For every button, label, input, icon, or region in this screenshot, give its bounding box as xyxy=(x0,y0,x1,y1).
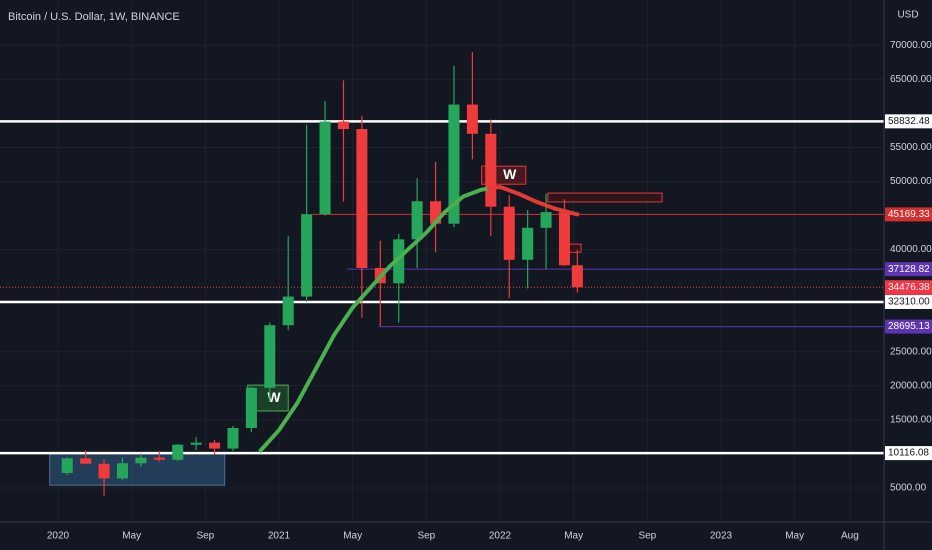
x-tick-label: May xyxy=(122,531,141,542)
x-tick-label: 2023 xyxy=(710,531,733,542)
y-tick-label: 55000.00 xyxy=(890,142,932,153)
candle-body xyxy=(448,104,460,224)
x-tick-label: May xyxy=(785,531,804,542)
x-tick-label: Sep xyxy=(196,531,214,542)
x-tick-label: May xyxy=(564,531,583,542)
zone-box xyxy=(547,192,663,203)
candle-body xyxy=(503,206,515,260)
candle-body xyxy=(80,458,92,464)
price-label: 37128.82 xyxy=(888,264,930,275)
price-label-bg xyxy=(885,262,932,277)
plot: WW xyxy=(0,52,884,496)
price-label-bg xyxy=(885,294,932,309)
x-tick-label: Sep xyxy=(638,531,656,542)
zone-box xyxy=(567,243,582,253)
candle-body xyxy=(172,444,184,460)
price-label-bg xyxy=(885,280,932,295)
y-tick-label: 20000.00 xyxy=(890,380,932,391)
chart-title: Bitcoin / U.S. Dollar, 1W, BINANCE xyxy=(8,11,180,23)
candle-body xyxy=(209,442,221,449)
candle-body xyxy=(61,458,73,473)
candle-body xyxy=(98,463,110,479)
candle-body xyxy=(540,212,552,228)
candle-body xyxy=(522,227,534,260)
price-label-bg xyxy=(885,446,932,461)
candle-body xyxy=(558,212,570,266)
candle-body xyxy=(411,201,423,240)
currency: USD xyxy=(897,10,918,21)
x-tick-label: 2021 xyxy=(268,531,291,542)
y-tick-label: 50000.00 xyxy=(890,176,932,187)
price-label-bg xyxy=(885,319,932,334)
x-tick-label: May xyxy=(343,531,362,542)
y-tick-label: 15000.00 xyxy=(890,414,932,425)
moving-average xyxy=(258,186,491,453)
candle-body xyxy=(245,387,257,429)
candle-body xyxy=(337,121,349,130)
grid xyxy=(0,0,884,522)
candle-body xyxy=(430,201,442,224)
y-tick-label: 40000.00 xyxy=(890,244,932,255)
candle-body xyxy=(319,121,331,215)
x-tick-label: 2022 xyxy=(489,531,512,542)
candle-body xyxy=(153,457,165,460)
candle-body xyxy=(485,133,497,207)
x-tick-label: Sep xyxy=(417,531,435,542)
moving-average xyxy=(486,184,580,217)
y-tick-label: 70000.00 xyxy=(890,40,932,51)
candle-body xyxy=(190,442,202,445)
price-label: 34476.38 xyxy=(888,282,930,293)
price-label: 32310.00 xyxy=(888,297,930,308)
x-tick-label: Aug xyxy=(841,531,859,542)
candle-body xyxy=(282,296,294,326)
price-label-bg xyxy=(885,207,932,222)
candle-body xyxy=(571,265,583,288)
y-tick-label: 5000.00 xyxy=(890,483,927,494)
y-tick-label: 65000.00 xyxy=(890,74,932,85)
price-label: 45169.33 xyxy=(888,209,930,220)
box-label: W xyxy=(267,389,281,405)
price-label: 28695.13 xyxy=(888,321,930,332)
x-tick-label: 2020 xyxy=(47,531,70,542)
candle-body xyxy=(301,214,313,297)
candle-body xyxy=(264,325,276,388)
y-tick-label: 25000.00 xyxy=(890,346,932,357)
candle-body xyxy=(116,463,128,479)
price-label: 10116.08 xyxy=(888,448,929,459)
box-label: W xyxy=(503,166,517,182)
candle-body xyxy=(356,129,368,268)
candle-body xyxy=(393,239,405,284)
candle-body xyxy=(227,428,239,449)
price-label: 58832.48 xyxy=(888,116,930,127)
candle-body xyxy=(466,104,478,134)
price-label-bg xyxy=(885,114,932,129)
candle-body xyxy=(135,457,147,464)
